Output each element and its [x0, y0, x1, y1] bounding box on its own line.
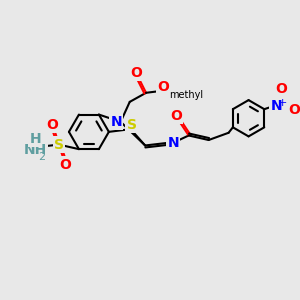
Text: O: O	[158, 80, 169, 94]
Text: O: O	[170, 109, 182, 122]
Text: S: S	[127, 118, 136, 132]
Text: O: O	[276, 82, 287, 96]
Text: N: N	[110, 115, 122, 129]
Text: N: N	[270, 100, 282, 113]
Text: O: O	[130, 66, 142, 80]
Text: -: -	[299, 99, 300, 117]
Text: +: +	[278, 98, 287, 108]
Text: 2: 2	[38, 152, 45, 162]
Text: S: S	[54, 138, 64, 152]
Text: O: O	[288, 103, 300, 117]
Text: N: N	[167, 136, 179, 150]
Text: H: H	[30, 132, 41, 146]
Text: NH: NH	[24, 143, 47, 157]
Text: O: O	[59, 158, 71, 172]
Text: O: O	[47, 118, 58, 132]
Text: methyl: methyl	[169, 90, 203, 100]
